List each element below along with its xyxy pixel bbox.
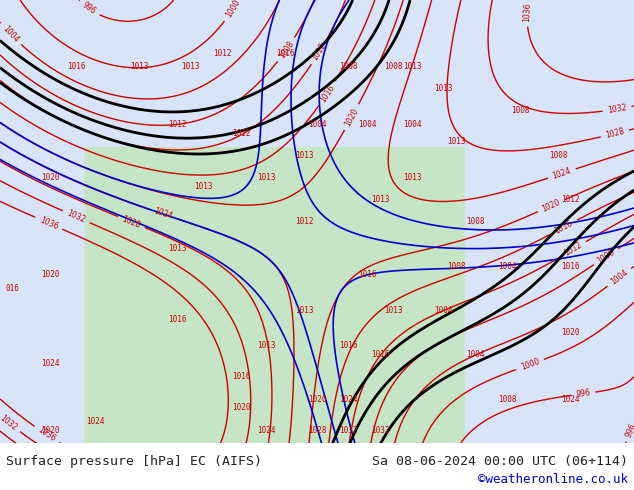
Text: 1004: 1004 xyxy=(609,268,630,287)
Text: 1013: 1013 xyxy=(403,62,422,71)
Text: 016: 016 xyxy=(6,284,20,293)
Text: 1008: 1008 xyxy=(466,217,485,226)
Text: 1028: 1028 xyxy=(307,426,327,435)
Text: 1016: 1016 xyxy=(358,270,377,279)
Text: 1016: 1016 xyxy=(371,350,390,359)
Text: 1000: 1000 xyxy=(519,357,541,372)
Text: 1013: 1013 xyxy=(295,306,314,315)
Text: 1036: 1036 xyxy=(38,215,60,231)
Text: 1008: 1008 xyxy=(447,262,466,270)
Text: 1004: 1004 xyxy=(466,350,485,359)
Text: 1008: 1008 xyxy=(384,62,403,71)
Text: 1024: 1024 xyxy=(41,359,60,368)
Text: 1020: 1020 xyxy=(41,270,60,279)
Text: 1000: 1000 xyxy=(224,0,242,20)
Text: ©weatheronline.co.uk: ©weatheronline.co.uk xyxy=(477,473,628,486)
Text: 1013: 1013 xyxy=(434,84,453,93)
Text: 1004: 1004 xyxy=(403,120,422,129)
Text: Surface pressure [hPa] EC (AIFS): Surface pressure [hPa] EC (AIFS) xyxy=(6,455,262,468)
Text: 1013: 1013 xyxy=(447,137,466,147)
Text: 1020: 1020 xyxy=(231,403,250,413)
Text: 1032: 1032 xyxy=(371,426,390,435)
Text: 1012: 1012 xyxy=(561,195,580,204)
Text: 1024: 1024 xyxy=(153,207,174,221)
Text: 1013: 1013 xyxy=(371,195,390,204)
Text: 1012: 1012 xyxy=(311,42,328,62)
Text: 1020: 1020 xyxy=(343,106,360,128)
Text: 1020: 1020 xyxy=(561,328,580,337)
Text: 1016: 1016 xyxy=(67,62,86,71)
Text: 1013: 1013 xyxy=(257,342,276,350)
Text: 1032: 1032 xyxy=(66,209,87,225)
Text: 1032: 1032 xyxy=(339,426,358,435)
Text: 1004: 1004 xyxy=(358,120,377,129)
Text: 1004: 1004 xyxy=(434,306,453,315)
Text: 1032: 1032 xyxy=(607,103,627,115)
Text: 1013: 1013 xyxy=(403,173,422,182)
Text: 1008: 1008 xyxy=(498,394,517,404)
Text: 1016: 1016 xyxy=(168,315,187,324)
Text: 1004: 1004 xyxy=(498,262,517,270)
Text: 1020: 1020 xyxy=(41,173,60,182)
Text: 1013: 1013 xyxy=(181,62,200,71)
Text: 1016: 1016 xyxy=(318,83,336,104)
Text: 1028: 1028 xyxy=(605,127,625,140)
Text: 1012: 1012 xyxy=(231,128,250,138)
Text: 1024: 1024 xyxy=(561,394,580,404)
Text: 1016: 1016 xyxy=(276,49,295,58)
Text: 1016: 1016 xyxy=(339,342,358,350)
Text: 1016: 1016 xyxy=(561,262,580,270)
Text: 1020: 1020 xyxy=(307,394,327,404)
Text: 996: 996 xyxy=(81,0,98,17)
Text: 1012: 1012 xyxy=(563,241,584,258)
Text: 1013: 1013 xyxy=(130,62,149,71)
Text: 1004: 1004 xyxy=(1,24,20,44)
Text: Sa 08-06-2024 00:00 UTC (06+114): Sa 08-06-2024 00:00 UTC (06+114) xyxy=(372,455,628,468)
Text: 1008: 1008 xyxy=(277,39,295,60)
Text: 1020: 1020 xyxy=(41,426,60,435)
Text: 1008: 1008 xyxy=(595,247,616,266)
Text: 1008: 1008 xyxy=(339,62,358,71)
Text: 1012: 1012 xyxy=(168,120,187,129)
Text: 1012: 1012 xyxy=(212,49,231,58)
Text: 1013: 1013 xyxy=(168,244,187,253)
Text: 1012: 1012 xyxy=(295,217,314,226)
Text: 1036: 1036 xyxy=(522,2,532,22)
Text: 1024: 1024 xyxy=(339,394,358,404)
Text: 996: 996 xyxy=(624,421,634,439)
Text: 1013: 1013 xyxy=(384,306,403,315)
Text: 1013: 1013 xyxy=(193,182,212,191)
Text: 1008: 1008 xyxy=(548,151,567,160)
Text: 1013: 1013 xyxy=(295,151,314,160)
Text: 1020: 1020 xyxy=(541,197,562,214)
Text: 1036: 1036 xyxy=(36,426,57,444)
Text: 1013: 1013 xyxy=(257,173,276,182)
Text: 1024: 1024 xyxy=(257,426,276,435)
Text: 1028: 1028 xyxy=(121,214,142,230)
Text: 1008: 1008 xyxy=(510,106,529,115)
Text: 1016: 1016 xyxy=(231,372,250,381)
Text: 1024: 1024 xyxy=(552,166,573,181)
Text: 1016: 1016 xyxy=(553,219,574,236)
Text: 996: 996 xyxy=(575,389,591,399)
Text: 1024: 1024 xyxy=(86,417,105,426)
Text: 1032: 1032 xyxy=(0,413,19,432)
Text: 1004: 1004 xyxy=(307,120,327,129)
